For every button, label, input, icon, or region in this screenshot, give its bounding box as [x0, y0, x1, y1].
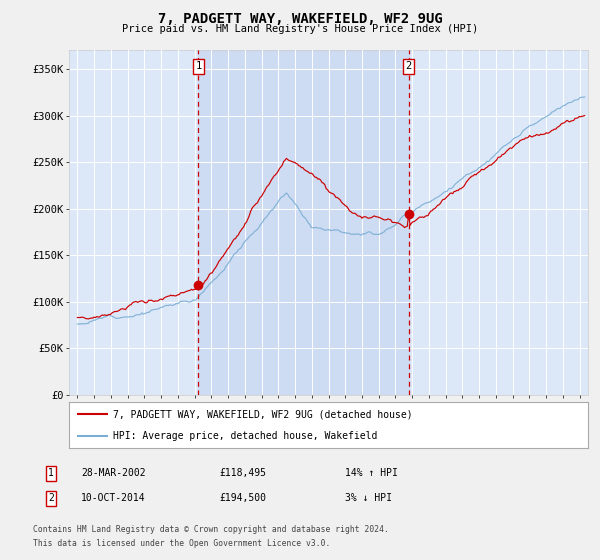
Text: HPI: Average price, detached house, Wakefield: HPI: Average price, detached house, Wake…: [113, 431, 377, 441]
Text: 2: 2: [48, 493, 54, 503]
Text: 1: 1: [48, 468, 54, 478]
Text: 3% ↓ HPI: 3% ↓ HPI: [345, 493, 392, 503]
Text: 14% ↑ HPI: 14% ↑ HPI: [345, 468, 398, 478]
Text: 7, PADGETT WAY, WAKEFIELD, WF2 9UG: 7, PADGETT WAY, WAKEFIELD, WF2 9UG: [158, 12, 442, 26]
Text: Contains HM Land Registry data © Crown copyright and database right 2024.: Contains HM Land Registry data © Crown c…: [33, 525, 389, 534]
Bar: [199, 50, 409, 395]
Text: 28-MAR-2002: 28-MAR-2002: [81, 468, 146, 478]
Text: This data is licensed under the Open Government Licence v3.0.: This data is licensed under the Open Gov…: [33, 539, 331, 548]
Text: 1: 1: [195, 61, 202, 71]
Text: £118,495: £118,495: [219, 468, 266, 478]
Text: Price paid vs. HM Land Registry's House Price Index (HPI): Price paid vs. HM Land Registry's House …: [122, 24, 478, 34]
Text: £194,500: £194,500: [219, 493, 266, 503]
Text: 2: 2: [406, 61, 412, 71]
Text: 7, PADGETT WAY, WAKEFIELD, WF2 9UG (detached house): 7, PADGETT WAY, WAKEFIELD, WF2 9UG (deta…: [113, 409, 413, 419]
Text: 10-OCT-2014: 10-OCT-2014: [81, 493, 146, 503]
